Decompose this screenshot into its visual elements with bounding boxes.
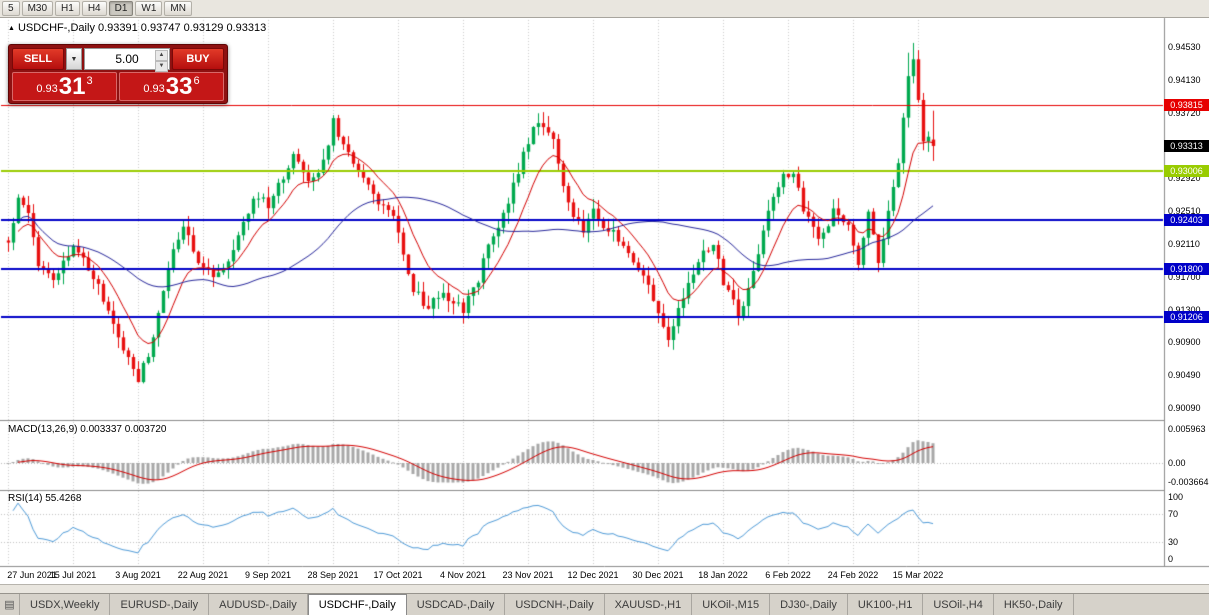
timeframe-button-mn[interactable]: MN xyxy=(164,1,192,16)
timeframe-button-d1[interactable]: D1 xyxy=(108,1,134,16)
buy-price-sup: 6 xyxy=(193,75,200,87)
macd-indicator-label: MACD(13,26,9) 0.003337 0.003720 xyxy=(8,424,166,435)
price-tick-label: 0.93720 xyxy=(1168,107,1201,118)
chart-tab-usdx-weekly[interactable]: USDX,Weekly xyxy=(20,594,111,615)
price-tick-label: 0.90090 xyxy=(1168,402,1201,413)
chart-tab-dj30-daily[interactable]: DJ30-,Daily xyxy=(770,594,848,615)
rsi-indicator-label: RSI(14) 55.4268 xyxy=(8,493,81,504)
timeframe-button-w1[interactable]: W1 xyxy=(135,1,163,16)
current-price-tag: 0.93313 xyxy=(1164,139,1209,152)
rsi-axis-label: 0 xyxy=(1168,554,1174,564)
price-tick-label: 0.91700 xyxy=(1168,272,1201,283)
rsi-value: 55.4268 xyxy=(45,493,82,504)
timeframe-toolbar: 5 M30 H1 H4 D1 W1 MN xyxy=(0,0,1209,18)
date-axis-label: 24 Feb 2022 xyxy=(827,570,879,580)
macd-values: 0.003337 0.003720 xyxy=(80,424,167,435)
date-axis-label: 3 Aug 2021 xyxy=(115,570,161,580)
date-axis-label: 15 Mar 2022 xyxy=(892,570,944,580)
macd-axis-label: 0.005963 xyxy=(1168,424,1206,434)
chart-tab-audusd-daily[interactable]: AUDUSD-,Daily xyxy=(209,594,308,615)
date-axis-label: 18 Jan 2022 xyxy=(698,570,748,580)
date-axis-label: 6 Feb 2022 xyxy=(765,570,811,580)
price-tick-label: 0.90490 xyxy=(1168,370,1201,381)
level-price-tag: 0.92403 xyxy=(1164,213,1209,226)
date-axis-label: 28 Sep 2021 xyxy=(307,570,359,580)
volume-stepper: ▲ ▼ xyxy=(155,50,168,72)
buy-price-display[interactable]: 0.93 33 6 xyxy=(119,72,224,101)
tab-list-icon[interactable]: ▤ xyxy=(0,594,20,615)
chart-tab-usoil-h4[interactable]: USOil-,H4 xyxy=(923,594,994,615)
volume-input[interactable]: 5.00 ▲ ▼ xyxy=(84,48,170,72)
price-tick-label: 0.90900 xyxy=(1168,337,1201,348)
chart-tab-xauusd-h1[interactable]: XAUUSD-,H1 xyxy=(605,594,693,615)
macd-name: MACD(13,26,9) xyxy=(8,424,78,435)
timeframe-button-h1[interactable]: H1 xyxy=(55,1,80,16)
sell-price-prefix: 0.93 xyxy=(36,83,58,95)
timeframe-button-h4[interactable]: H4 xyxy=(81,1,107,16)
volume-dropdown-button[interactable]: ▼ xyxy=(66,48,82,70)
price-tick-label: 0.92920 xyxy=(1168,172,1201,183)
level-price-tag: 0.91206 xyxy=(1164,311,1209,324)
volume-up-icon[interactable]: ▲ xyxy=(155,50,168,61)
level-price-tag: 0.93006 xyxy=(1164,164,1209,177)
price-tick-label: 0.94530 xyxy=(1168,42,1201,52)
level-price-tag: 0.93815 xyxy=(1164,99,1209,112)
price-tick-label: 0.91300 xyxy=(1168,304,1201,315)
chart-tab-ukoil-m15[interactable]: UKOil-,M15 xyxy=(692,594,771,615)
rsi-axis-label: 70 xyxy=(1168,508,1179,519)
price-tick-label: 0.94130 xyxy=(1168,74,1201,85)
price-tick-label: 0.92510 xyxy=(1168,206,1201,217)
rsi-axis-label: 30 xyxy=(1168,537,1179,548)
date-axis-label: 9 Sep 2021 xyxy=(244,570,292,580)
level-price-tag: 0.91800 xyxy=(1164,262,1209,275)
one-click-trading-panel: SELL ▼ 5.00 ▲ ▼ BUY 0.93 31 3 0.93 33 6 xyxy=(8,44,228,104)
sell-price-sup: 3 xyxy=(86,75,93,87)
chart-tab-usdcnh-daily[interactable]: USDCNH-,Daily xyxy=(505,594,605,615)
date-axis-label: 23 Nov 2021 xyxy=(502,570,554,580)
rsi-axis-label: 100 xyxy=(1168,492,1184,502)
chart-tab-usdchf-daily[interactable]: USDCHF-,Daily xyxy=(307,594,407,615)
date-axis-label: 22 Aug 2021 xyxy=(177,570,229,580)
date-axis-label: 30 Dec 2021 xyxy=(632,570,684,580)
rsi-name: RSI(14) xyxy=(8,493,43,504)
chart-tab-usdcad-daily[interactable]: USDCAD-,Daily xyxy=(407,594,506,615)
chart-tab-hk50-daily[interactable]: HK50-,Daily xyxy=(994,594,1074,615)
horizontal-scrollbar[interactable] xyxy=(0,584,1209,593)
date-axis-label: 4 Nov 2021 xyxy=(439,570,487,580)
macd-axis-label: 0.00 xyxy=(1168,458,1186,468)
date-axis-label: 15 Jul 2021 xyxy=(49,570,97,580)
timeframe-button-5[interactable]: 5 xyxy=(2,1,20,16)
price-tick-label: 0.92110 xyxy=(1168,238,1200,249)
chart-tab-uk100-h1[interactable]: UK100-,H1 xyxy=(848,594,924,615)
chart-title-text: USDCHF-,Daily 0.93391 0.93747 0.93129 0.… xyxy=(17,22,267,34)
volume-value: 5.00 xyxy=(115,52,139,66)
chevron-down-icon: ▼ xyxy=(70,55,78,63)
buy-price-big: 33 xyxy=(165,73,193,100)
date-axis-label: 17 Oct 2021 xyxy=(373,570,423,580)
symbol-marker-icon: ▲ xyxy=(8,24,15,32)
macd-axis-label: -0.003664 xyxy=(1168,477,1209,487)
date-axis-label: 12 Dec 2021 xyxy=(567,570,619,580)
sell-price-display[interactable]: 0.93 31 3 xyxy=(12,72,117,101)
sell-button[interactable]: SELL xyxy=(12,48,64,70)
buy-price-prefix: 0.93 xyxy=(143,83,165,95)
volume-down-icon[interactable]: ▼ xyxy=(155,61,168,72)
sell-price-big: 31 xyxy=(58,73,86,100)
buy-button[interactable]: BUY xyxy=(172,48,224,70)
timeframe-button-m30[interactable]: M30 xyxy=(21,1,54,16)
date-axis-label: 27 Jun 2021 xyxy=(7,570,57,580)
chart-title: ▲ USDCHF-,Daily 0.93391 0.93747 0.93129 … xyxy=(8,22,266,34)
chart-tabs-bar: ▤ USDX,Weekly EURUSD-,Daily AUDUSD-,Daily U… xyxy=(0,593,1209,615)
chart-tab-eurusd-daily[interactable]: EURUSD-,Daily xyxy=(110,594,210,615)
